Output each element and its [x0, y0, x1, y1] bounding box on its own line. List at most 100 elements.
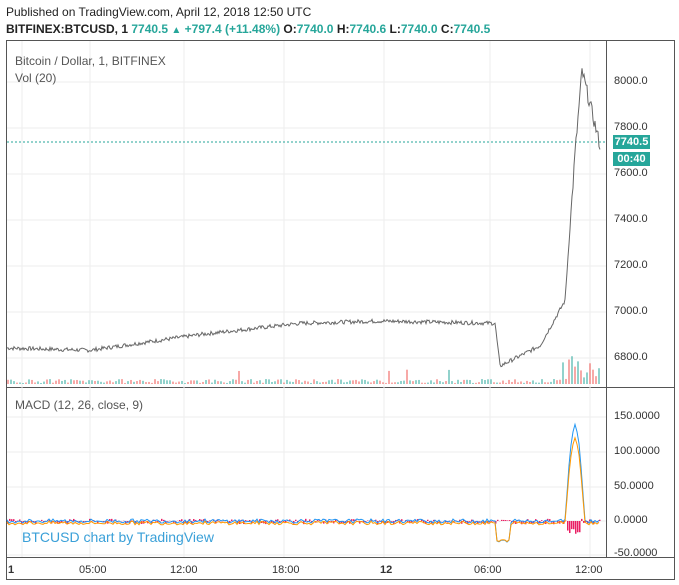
- histogram-bar: [599, 519, 601, 521]
- volume-legend[interactable]: Vol (20): [15, 71, 57, 85]
- volume-bar: [583, 377, 585, 384]
- time-tick: 05:00: [79, 564, 107, 576]
- histogram-bar: [9, 518, 11, 521]
- volume-bar: [67, 382, 69, 384]
- volume-bar: [553, 379, 555, 384]
- volume-bar: [292, 381, 294, 384]
- histogram-bar: [163, 519, 165, 521]
- volume-bar: [295, 379, 297, 384]
- histogram-bar: [581, 518, 583, 521]
- histogram-bar: [519, 521, 521, 522]
- last-price: 7740.5: [131, 22, 169, 36]
- volume-bar: [142, 380, 144, 384]
- histogram-bar: [195, 519, 197, 521]
- volume-bar: [469, 380, 471, 384]
- price-legend[interactable]: Bitcoin / Dollar, 1, BITFINEX: [15, 54, 166, 68]
- volume-bar: [520, 381, 522, 384]
- histogram-bar: [479, 521, 481, 522]
- histogram-bar: [503, 519, 505, 521]
- volume-bar: [577, 361, 579, 384]
- volume-bar: [97, 380, 99, 384]
- volume-bar: [526, 380, 528, 384]
- histogram-bar: [289, 519, 291, 521]
- volume-bar: [379, 380, 381, 384]
- price-series: [6, 68, 601, 368]
- volume-bar: [331, 379, 333, 384]
- volume-bar: [268, 379, 270, 384]
- volume-bar: [580, 370, 582, 384]
- volume-bar: [145, 382, 147, 384]
- histogram-bar: [277, 519, 279, 521]
- histogram-bar: [209, 520, 211, 521]
- volume-bar: [283, 382, 285, 384]
- watermark: BTCUSD chart by TradingView: [22, 529, 214, 545]
- volume-bar: [316, 381, 318, 384]
- volume-bar: [172, 381, 174, 384]
- volume-bar: [589, 363, 591, 384]
- volume-bar: [445, 381, 447, 384]
- volume-bar: [235, 379, 237, 384]
- histogram-bar: [355, 520, 357, 521]
- histogram-bar: [15, 521, 17, 522]
- low-value: 7740.0: [400, 22, 438, 36]
- volume-bar: [211, 382, 213, 384]
- volume-bar: [277, 379, 279, 384]
- histogram-bar: [11, 519, 13, 521]
- volume-bar: [91, 380, 93, 384]
- volume-bar: [55, 380, 57, 384]
- histogram-bar: [317, 519, 319, 521]
- volume-bar: [238, 370, 240, 384]
- histogram-bar: [245, 520, 247, 521]
- histogram-bar: [593, 521, 595, 525]
- volume-bar: [241, 381, 243, 384]
- countdown-badge: 00:40: [613, 152, 650, 166]
- histogram-bar: [339, 521, 341, 524]
- volume-bar: [250, 379, 252, 384]
- histogram-bar: [275, 519, 277, 521]
- histogram-bar: [97, 521, 99, 524]
- histogram-bar: [575, 521, 577, 534]
- volume-bar: [460, 382, 462, 384]
- volume-bar: [148, 381, 150, 384]
- histogram-bar: [157, 521, 159, 522]
- time-tick: 12:00: [575, 564, 603, 576]
- histogram-bar: [549, 519, 551, 521]
- volume-bar: [361, 379, 363, 384]
- volume-bar: [157, 381, 159, 384]
- volume-bar: [340, 379, 342, 384]
- volume-bar: [229, 381, 231, 384]
- histogram-bar: [249, 520, 251, 521]
- histogram-bar: [375, 519, 377, 521]
- volume-bar: [262, 382, 264, 384]
- histogram-bar: [111, 518, 113, 521]
- volume-bar: [205, 380, 207, 384]
- volume-bar: [25, 382, 27, 384]
- volume-bar: [319, 382, 321, 384]
- histogram-bar: [187, 521, 189, 524]
- volume-bar: [493, 382, 495, 384]
- volume-bar: [403, 380, 405, 384]
- volume-bar: [94, 380, 96, 384]
- volume-bar: [394, 382, 396, 384]
- macd-legend[interactable]: MACD (12, 26, close, 9): [15, 398, 144, 412]
- histogram-bar: [199, 519, 201, 521]
- histogram-bar: [427, 519, 429, 521]
- volume-bar: [184, 382, 186, 384]
- volume-bar: [169, 380, 171, 384]
- histogram-bar: [579, 521, 581, 533]
- histogram-bar: [155, 521, 157, 522]
- volume-bar: [124, 382, 126, 384]
- volume-bar: [544, 382, 546, 384]
- volume-bar: [181, 380, 183, 384]
- macd-tick: -50.0000: [614, 547, 658, 559]
- histogram-bar: [207, 521, 209, 523]
- histogram-bar: [181, 519, 183, 521]
- volume-bar: [343, 382, 345, 384]
- histogram-bar: [105, 521, 107, 524]
- symbol-label: BITFINEX:BTCUSD, 1: [6, 22, 129, 36]
- histogram-bar: [59, 521, 61, 524]
- histogram-bar: [251, 521, 253, 524]
- histogram-bar: [309, 519, 311, 521]
- volume-bar: [574, 366, 576, 384]
